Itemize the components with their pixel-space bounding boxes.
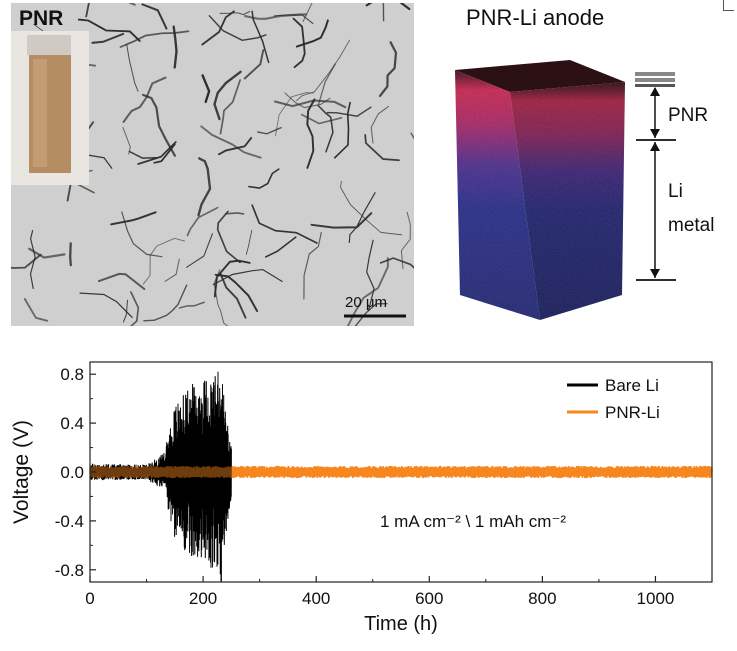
x-tick-label-200: 200 — [189, 589, 217, 608]
x-tick-label-0: 0 — [85, 589, 94, 608]
pnr-micrograph: PNR 20 μm — [11, 3, 414, 326]
layer-label-li: Li — [668, 181, 683, 202]
y-tick-label-2: 0.0 — [60, 463, 84, 482]
y-axis: -0.8 -0.4 0.0 0.4 0.8 — [55, 365, 96, 580]
layer-indicator — [635, 72, 676, 281]
y-tick-label-3: 0.4 — [60, 414, 84, 433]
x-tick-label-600: 600 — [415, 589, 443, 608]
layer-label-pnr: PNR — [668, 105, 709, 126]
x-axis: 0 200 400 600 800 1000 — [85, 576, 674, 608]
vial-inset — [11, 31, 89, 185]
voltage-time-chart: 0 200 400 600 800 1000 -0.8 -0.4 0.0 0.4 0.8 Time (… — [10, 361, 713, 635]
x-tick-label-800: 800 — [528, 589, 556, 608]
y-tick-label-0: -0.8 — [55, 561, 84, 580]
scale-bar-label: 20 μm — [345, 294, 387, 311]
series-line-bare-li-overlay — [89, 371, 232, 575]
y-tick-label-4: 0.8 — [60, 365, 84, 384]
legend-label-0: Bare Li — [605, 376, 659, 395]
legend: Bare Li PNR-Li — [567, 376, 660, 422]
layer-label-metal: metal — [668, 215, 715, 236]
chart-annotation: 1 mA cm⁻² \ 1 mAh cm⁻² — [380, 512, 566, 531]
legend-label-1: PNR-Li — [605, 403, 660, 422]
corner-mark — [723, 0, 734, 11]
x-axis-label: Time (h) — [364, 613, 438, 635]
micrograph-fibers — [11, 3, 414, 326]
anode-block — [455, 60, 676, 320]
y-tick-label-1: -0.4 — [55, 512, 84, 531]
y-axis-label: Voltage (V) — [10, 420, 33, 524]
pnr-label: PNR — [19, 7, 64, 30]
anode-title: PNR-Li anode — [466, 5, 605, 30]
x-tick-label-400: 400 — [302, 589, 330, 608]
x-tick-label-1000: 1000 — [637, 589, 675, 608]
anode-top-face — [455, 60, 625, 92]
